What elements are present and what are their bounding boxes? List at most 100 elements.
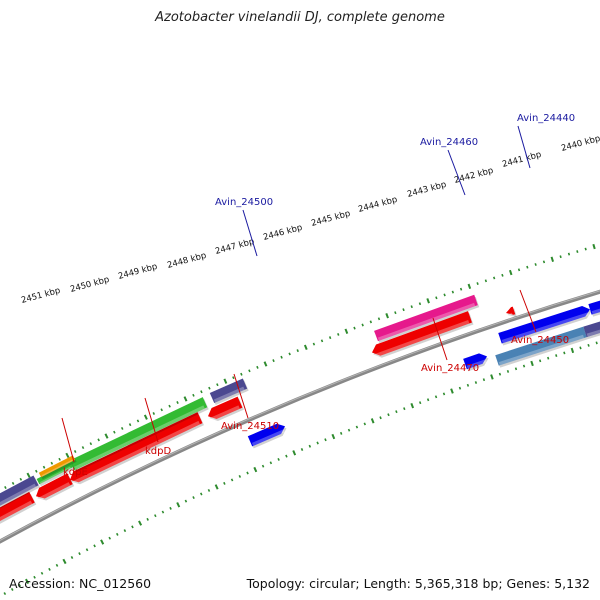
gene-label-avin_24460: Avin_24460 [420, 137, 478, 148]
inner-scale-minor-tick [85, 548, 89, 552]
inner-scale-minor-tick [482, 378, 486, 382]
outer-scale-minor-tick [328, 336, 332, 340]
leader-line-avin_24440 [517, 125, 531, 169]
inner-scale-minor-tick [506, 370, 510, 373]
gene-label-avin_24510: Avin_24510 [221, 421, 279, 432]
inner-scale-minor-tick [277, 457, 280, 461]
inner-scale-minor-tick [522, 364, 526, 368]
gene-avin-24430-arrow [588, 300, 600, 317]
gene-avin-24450-arrow [506, 306, 517, 317]
gene-kdpF-arrow [0, 491, 37, 524]
gene-kdpF-feature [0, 475, 41, 509]
inner-scale-major-tick [176, 502, 181, 508]
inner-scale-minor-tick [55, 563, 59, 567]
inner-scale-minor-tick [547, 356, 550, 360]
outer-scale-minor-tick [337, 332, 340, 336]
outer-scale-minor-tick [584, 247, 587, 251]
gene-kdpE-arrow [36, 473, 75, 502]
scale-label-7: 2447 kbp [214, 237, 255, 257]
inner-scale-minor-tick [261, 464, 265, 468]
inner-scale-major-tick [25, 578, 30, 585]
inner-scale-minor-tick [200, 492, 203, 496]
inner-scale-minor-tick [123, 529, 127, 533]
outer-scale-minor-tick [58, 457, 61, 461]
genome-backbone [0, 289, 600, 544]
inner-scale-minor-tick [116, 532, 119, 536]
inner-scale-major-tick [292, 450, 297, 456]
outer-scale-major-tick [263, 361, 268, 367]
outer-scale-minor-tick [120, 426, 124, 430]
outer-scale-minor-tick [11, 481, 15, 485]
scale-label-0: 2440 kbp [560, 134, 600, 154]
leader-line-kdpd [144, 397, 159, 443]
leader-line-avin_24450 [519, 289, 537, 333]
scale-label-9: 2449 kbp [117, 262, 158, 282]
outer-scale-minor-tick [4, 485, 7, 489]
outer-scale-minor-tick [377, 317, 381, 321]
inner-scale-minor-tick [387, 413, 390, 417]
inner-scale-minor-tick [555, 354, 558, 357]
inner-scale-major-tick [62, 558, 67, 565]
inner-scale-major-tick [214, 484, 219, 490]
scale-label-1: 2441 kbp [501, 150, 542, 170]
feature-layer [0, 294, 600, 524]
inner-scale-minor-tick [426, 398, 430, 402]
inner-scale-minor-tick [93, 544, 96, 548]
outer-scale-minor-tick [280, 355, 283, 359]
inner-scale-minor-tick [131, 525, 134, 529]
inner-scale-minor-tick [395, 410, 398, 414]
outer-scale-minor-tick [517, 268, 521, 272]
inner-scale-major-tick [253, 466, 258, 473]
inner-scale-minor-tick [339, 431, 343, 435]
gene-kdpD-arrow [70, 412, 204, 485]
outer-scale-minor-tick [542, 260, 546, 264]
outer-scale-major-tick [426, 298, 430, 304]
outer-scale-minor-tick [296, 349, 299, 353]
inner-scale-minor-tick [285, 454, 288, 458]
outer-scale-minor-tick [232, 376, 235, 380]
inner-scale-minor-tick [466, 383, 470, 387]
outer-scale-minor-tick [272, 359, 275, 363]
inner-scale-minor-tick [33, 575, 36, 579]
inner-scale-minor-tick [355, 425, 359, 429]
outer-scale-major-tick [303, 344, 308, 351]
inner-scale-minor-tick [223, 481, 226, 485]
inner-scale-minor-tick [324, 438, 327, 442]
outer-scale-major-tick [344, 328, 349, 334]
gene-label-layer: Avin_24440 Avin_24460 Avin_24500 Avin_24450… [61, 113, 575, 478]
scale-label-2: 2442 kbp [453, 166, 494, 186]
leader-line-kdpe [61, 417, 75, 463]
outer-scale-major-tick [467, 283, 472, 290]
gene-label-avin_24440: Avin_24440 [517, 113, 575, 124]
inner-scale-minor-tick [192, 496, 195, 500]
outer-scale-minor-tick [320, 339, 324, 343]
inner-scale-major-tick [138, 520, 143, 526]
outer-scale-minor-tick [410, 305, 413, 309]
inner-scale-minor-tick [207, 488, 211, 492]
inner-scale-minor-tick [474, 381, 478, 384]
inner-scale-minor-tick [403, 407, 406, 411]
inner-scale-major-tick [490, 374, 494, 380]
inner-scale-minor-tick [347, 428, 351, 432]
outer-scale-minor-tick [369, 320, 373, 324]
inner-scale-minor-tick [108, 536, 111, 540]
gene-label-avin_24470: Avin_24470 [421, 363, 479, 374]
leader-line-avin_24470 [432, 317, 448, 361]
outer-scale-minor-tick [567, 252, 571, 256]
outer-scale-minor-tick [160, 408, 163, 412]
outer-scale-minor-tick [484, 279, 488, 283]
inner-scale-major-tick [530, 360, 534, 367]
inner-scale-minor-tick [246, 471, 249, 475]
outer-scale-minor-tick [576, 250, 579, 254]
outer-scale-minor-tick [216, 383, 219, 387]
outer-scale-minor-tick [256, 365, 259, 369]
inner-scale-minor-tick [434, 395, 438, 399]
inner-scale-minor-tick [70, 556, 74, 559]
outer-scale-minor-tick [152, 412, 156, 415]
inner-scale-minor-tick [238, 474, 242, 478]
outer-scale-minor-tick [418, 302, 422, 306]
outer-scale-minor-tick [168, 404, 171, 408]
outer-scale-minor-tick [459, 287, 463, 291]
inner-scale-minor-tick [514, 367, 518, 371]
